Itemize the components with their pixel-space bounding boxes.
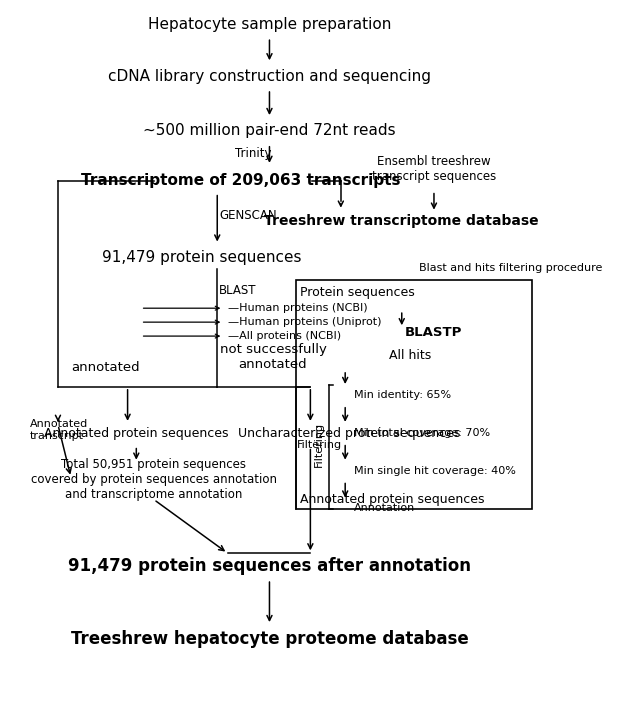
Text: Blast and hits filtering procedure: Blast and hits filtering procedure	[419, 263, 603, 274]
Text: Hepatocyte sample preparation: Hepatocyte sample preparation	[148, 16, 391, 32]
Text: Annotation: Annotation	[354, 503, 415, 513]
Text: 91,479 protein sequences: 91,479 protein sequences	[102, 250, 301, 265]
Text: All hits: All hits	[389, 349, 431, 362]
Text: Protein sequences: Protein sequences	[300, 286, 415, 299]
Text: BLASTP: BLASTP	[404, 326, 462, 339]
Text: Total 50,951 protein sequences
covered by protein sequences annotation
and trans: Total 50,951 protein sequences covered b…	[31, 458, 276, 501]
Text: Filtering: Filtering	[297, 440, 342, 450]
Text: Ensembl treeshrew
transcript sequences: Ensembl treeshrew transcript sequences	[372, 155, 496, 183]
Text: Annotated protein sequences: Annotated protein sequences	[44, 427, 228, 440]
Text: Annotated
transcript: Annotated transcript	[30, 419, 88, 440]
Text: Filtering: Filtering	[314, 422, 324, 468]
Text: Min identity: 65%: Min identity: 65%	[354, 390, 451, 400]
Text: Transcriptome of 209,063 transcripts: Transcriptome of 209,063 transcripts	[81, 173, 400, 188]
Text: cDNA library construction and sequencing: cDNA library construction and sequencing	[108, 69, 431, 84]
Text: ~500 million pair-end 72nt reads: ~500 million pair-end 72nt reads	[143, 123, 395, 138]
Text: not successfully
annotated: not successfully annotated	[220, 343, 326, 371]
Text: GENSCAN: GENSCAN	[219, 209, 276, 222]
Text: annotated: annotated	[72, 362, 140, 374]
Text: —Human proteins (Uniprot): —Human proteins (Uniprot)	[228, 317, 381, 327]
Text: Min total coverage: 70%: Min total coverage: 70%	[354, 427, 490, 437]
FancyBboxPatch shape	[296, 280, 532, 509]
Text: Trinity: Trinity	[234, 147, 271, 160]
Text: Uncharacterized protein sequences: Uncharacterized protein sequences	[238, 427, 461, 440]
Text: —Human proteins (NCBI): —Human proteins (NCBI)	[228, 303, 367, 313]
Text: —All proteins (NCBI): —All proteins (NCBI)	[228, 331, 341, 341]
Text: BLAST: BLAST	[219, 284, 257, 296]
Text: 91,479 protein sequences after annotation: 91,479 protein sequences after annotatio…	[68, 557, 471, 575]
Text: Treeshrew transcriptome database: Treeshrew transcriptome database	[265, 213, 539, 228]
Text: Annotated protein sequences: Annotated protein sequences	[300, 493, 484, 506]
Text: Treeshrew hepatocyte proteome database: Treeshrew hepatocyte proteome database	[70, 630, 468, 648]
Text: Min single hit coverage: 40%: Min single hit coverage: 40%	[354, 465, 516, 475]
